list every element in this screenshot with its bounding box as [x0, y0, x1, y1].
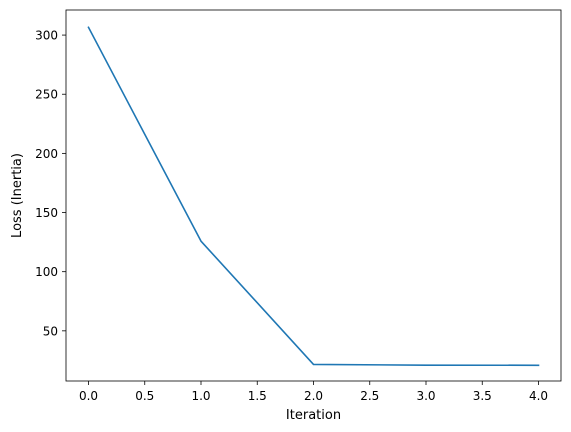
- x-tick-label: 1.5: [248, 389, 267, 403]
- y-tick-label: 300: [35, 29, 58, 43]
- x-tick-label: 0.5: [135, 389, 154, 403]
- y-tick-label: 100: [35, 265, 58, 279]
- y-axis-ticks: 50 100 150 200 250 300: [35, 29, 66, 338]
- y-tick-label: 150: [35, 206, 58, 220]
- x-tick-label: 4.0: [529, 389, 548, 403]
- x-tick-label: 0.0: [79, 389, 98, 403]
- x-tick-label: 2.0: [304, 389, 323, 403]
- y-axis-label: Loss (Inertia): [10, 153, 25, 238]
- y-tick-label: 50: [43, 324, 58, 338]
- x-tick-label: 1.0: [191, 389, 210, 403]
- x-tick-label: 2.5: [360, 389, 379, 403]
- loss-series-line: [87, 26, 540, 367]
- x-tick-label: 3.0: [416, 389, 435, 403]
- y-tick-label: 250: [35, 88, 58, 102]
- x-axis-ticks: 0.0 0.5 1.0 1.5 2.0 2.5 3.0 3.5 4.0: [79, 381, 548, 403]
- x-tick-label: 3.5: [473, 389, 492, 403]
- y-tick-label: 200: [35, 147, 58, 161]
- plot-area: [87, 26, 540, 367]
- x-axis-label: Iteration: [286, 408, 341, 423]
